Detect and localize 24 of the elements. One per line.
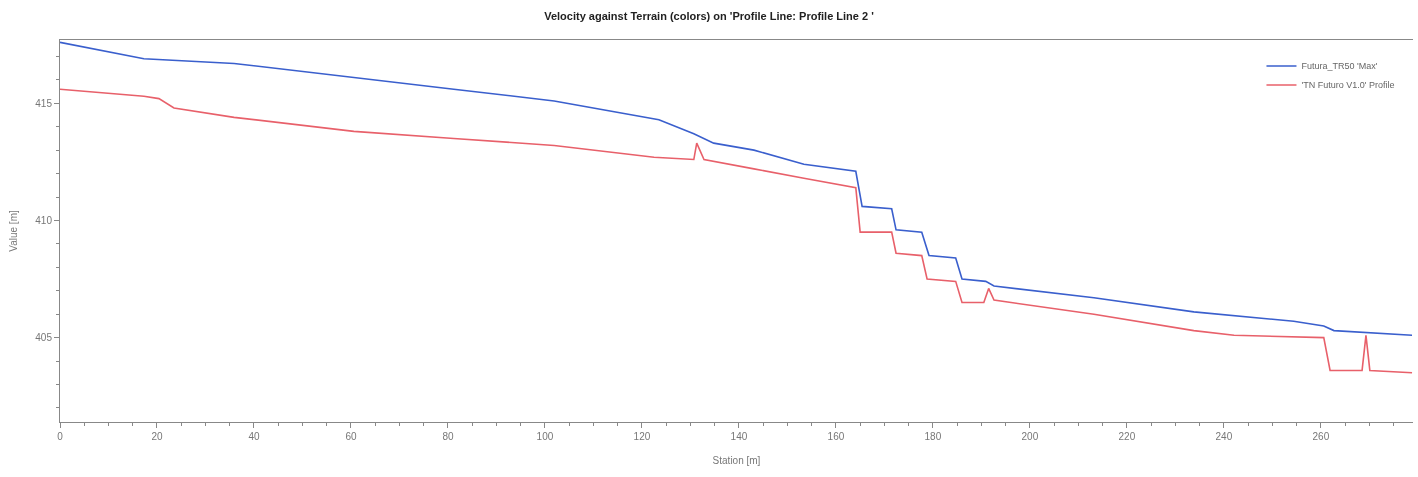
x-tick-label: 60 [345,431,357,442]
x-tick-label: 120 [633,431,651,442]
x-tick-label: 20 [151,431,163,442]
y-tick-label: 405 [35,332,53,344]
line-series [60,41,1413,337]
legend-label: Futura_TR50 'Max' [1301,61,1378,72]
x-tick-label: 40 [248,431,260,442]
x-tick-label: 0 [57,431,64,442]
y-tick-label: 415 [35,97,53,109]
x-tick-label: 80 [442,431,454,442]
y-axis-title: Value [m] [8,210,20,252]
chart-title: Velocity against Terrain (colors) on 'Profile Line: Profile Line 2 ' [544,9,875,22]
x-tick-label: 220 [1118,431,1136,442]
x-tick-label: 180 [924,431,942,442]
x-tick-label: 240 [1215,431,1233,442]
x-tick-label: 140 [730,431,748,442]
legend-label: 'TN Futuro V1.0' Profile [1301,80,1395,91]
y-tick-label: 410 [35,214,53,226]
x-tick-label: 100 [536,431,554,442]
x-tick-label: 200 [1021,431,1039,442]
x-tick-label: 260 [1312,431,1330,442]
line-series [60,88,1413,374]
x-tick-label: 160 [827,431,845,442]
x-axis-title: Station [m] [712,454,761,466]
